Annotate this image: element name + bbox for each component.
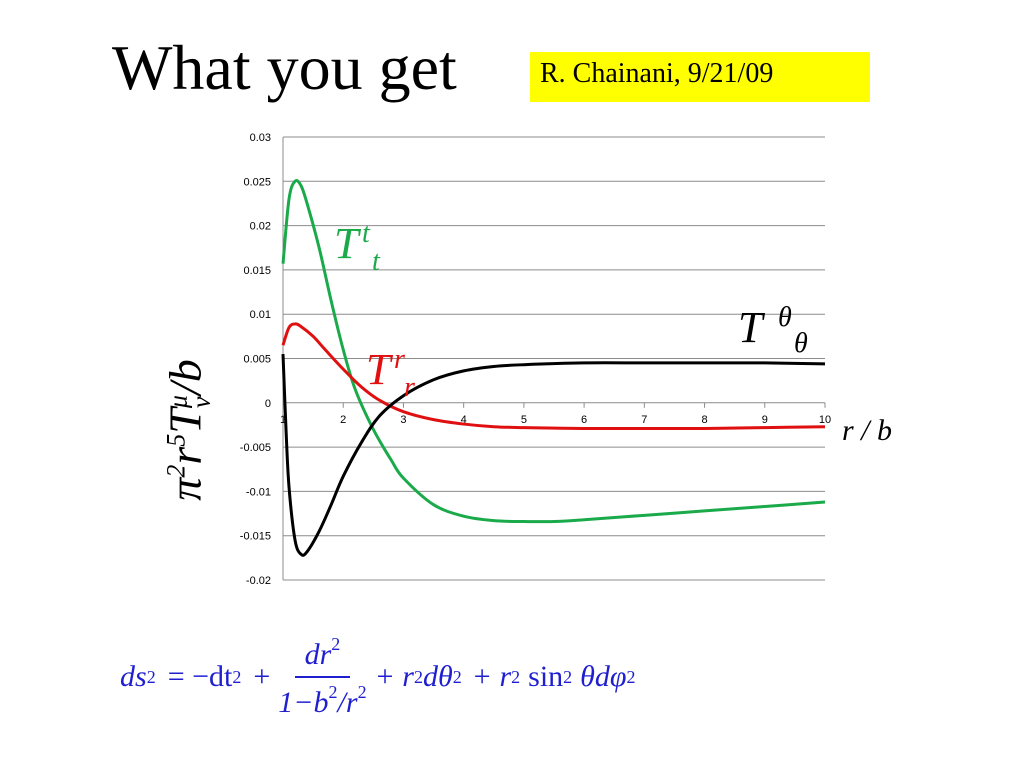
series-label-rr: T r r (366, 344, 415, 403)
series-line-1 (281, 322, 826, 431)
y-tick-label: -0.01 (246, 486, 271, 498)
x-tick-label: 1 (280, 414, 286, 426)
x-tick-label: 3 (400, 414, 406, 426)
series-lines (281, 179, 826, 557)
y-tick-label: 0.025 (243, 176, 271, 188)
series-line-2 (281, 354, 826, 557)
x-tick-label: 7 (641, 414, 647, 426)
x-tick-label: 2 (340, 414, 346, 426)
y-tick-label: 0.005 (243, 354, 271, 366)
x-tick-label: 8 (701, 414, 707, 426)
gridlines (283, 136, 825, 581)
x-tick-label: 9 (762, 414, 768, 426)
y-tick-label: 0.01 (250, 309, 271, 321)
y-tick-label: 0.03 (250, 132, 271, 144)
y-tick-label: -0.02 (246, 575, 271, 587)
y-tick-label: 0.02 (250, 221, 271, 233)
series-line-0 (281, 179, 826, 524)
y-tick-label: -0.005 (240, 442, 271, 454)
series-label-tt: T t t (334, 218, 380, 277)
y-tick-label: 0 (265, 398, 271, 410)
series-label-thth: T θ θ (738, 302, 808, 359)
author-date-badge: R. Chainani, 9/21/09 (530, 52, 870, 102)
x-tick-label: 10 (819, 414, 831, 426)
y-tick-labels: 0.03 0.025 0.02 0.015 0.01 0.005 0 -0.005 -0.01 -… (240, 132, 271, 587)
x-tick-label: 5 (521, 414, 527, 426)
slide-title: What you get (112, 32, 457, 103)
y-tick-label: 0.015 (243, 265, 271, 277)
x-axis-unit-label: r / b (842, 414, 893, 447)
x-tick-label: 4 (461, 414, 467, 426)
y-tick-label: -0.015 (240, 531, 271, 543)
y-axis-label: π2r5T μ ν/b (159, 359, 217, 501)
x-tick-label: 6 (581, 414, 587, 426)
